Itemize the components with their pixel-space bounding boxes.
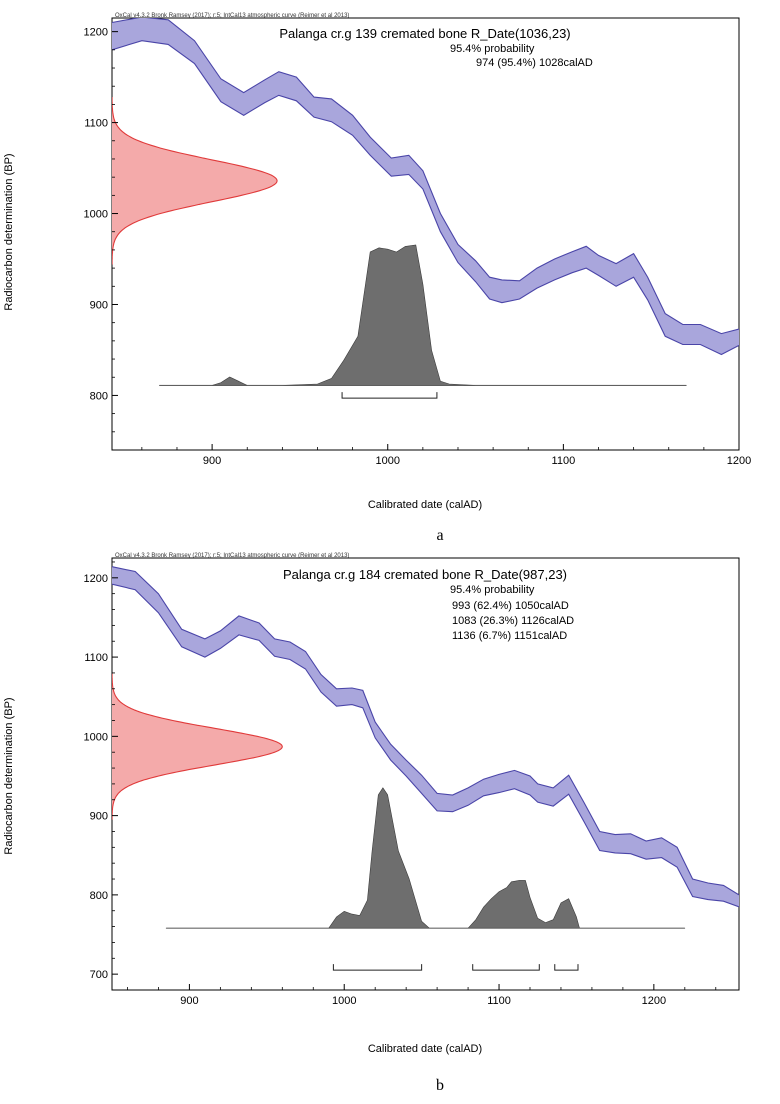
- x-tick-label-b-1000: 1000: [332, 995, 356, 1007]
- y-tick-label-a-1200: 1200: [84, 27, 108, 39]
- panel-b-title: Palanga cr.g 184 cremated bone R_Date(98…: [283, 567, 567, 582]
- panel-b-range-text-2: 1083 (26.3%) 1126calAD: [452, 615, 574, 627]
- y-tick-label-b-1200: 1200: [84, 573, 108, 585]
- panel-b-calibration-curve: [112, 566, 739, 908]
- panel-b-range-brackets: [332, 964, 579, 971]
- calibration-curve-lower-edge-a: [112, 40, 739, 356]
- panel-b-header: OxCal v4.3.2 Bronk Ramsey (2017); r:5; I…: [115, 553, 349, 559]
- panel-b-letter: b: [436, 1077, 444, 1094]
- y-tick-label-a-1100: 1100: [84, 118, 108, 130]
- panel-b-prior-distribution: [112, 673, 283, 820]
- calibration-curve-lower-edge-b: [112, 583, 739, 908]
- calibration-curve-upper-edge-b: [112, 566, 739, 896]
- y-tick-label-a-800: 800: [90, 390, 108, 402]
- range-bracket-b-2: [472, 964, 540, 971]
- y-tick-label-b-700: 700: [90, 969, 108, 981]
- panel-a: OxCal v4.3.2 Bronk Ramsey (2017); r:5; I…: [3, 13, 751, 544]
- x-tick-label-b-900: 900: [180, 995, 198, 1007]
- panel-a-letter: a: [436, 527, 443, 544]
- y-tick-label-b-1100: 1100: [84, 652, 108, 664]
- prior-distribution-fill-b: [112, 673, 283, 820]
- panel-a-calibration-curve: [112, 18, 739, 356]
- panel-a-title: Palanga cr.g 139 cremated bone R_Date(10…: [279, 26, 570, 41]
- y-tick-label-b-1000: 1000: [84, 731, 108, 743]
- y-tick-label-b-800: 800: [90, 890, 108, 902]
- panel-a-header: OxCal v4.3.2 Bronk Ramsey (2017); r:5; I…: [115, 13, 349, 19]
- panel-b-x-axis-label: Calibrated date (calAD): [368, 1043, 482, 1055]
- panel-b-range-text-3: 1136 (6.7%) 1151calAD: [452, 630, 567, 642]
- y-tick-label-b-900: 900: [90, 811, 108, 823]
- panel-b-range-text-1: 993 (62.4%) 1050calAD: [452, 600, 569, 612]
- panel-a-range-text: 974 (95.4%) 1028calAD: [476, 57, 593, 69]
- x-tick-label-a-1200: 1200: [727, 455, 751, 467]
- panel-a-prior-distribution: [112, 97, 278, 265]
- posterior-distribution-fill-a: [159, 244, 687, 386]
- x-tick-label-b-1200: 1200: [642, 995, 666, 1007]
- panel-a-probability-label: 95.4% probability: [450, 43, 535, 55]
- panel-b-axes: 900 1000 1100 1200 700 800 900 1000 1100 1200: [84, 561, 717, 1007]
- panel-a-x-axis-label: Calibrated date (calAD): [368, 499, 482, 511]
- calibration-curve-band-a: [112, 18, 739, 355]
- x-tick-label-a-900: 900: [203, 455, 221, 467]
- prior-distribution-edge-a: [112, 97, 278, 265]
- x-tick-label-b-1100: 1100: [487, 995, 511, 1007]
- panel-b: OxCal v4.3.2 Bronk Ramsey (2017); r:5; I…: [3, 553, 740, 1094]
- y-tick-label-a-900: 900: [90, 299, 108, 311]
- range-bracket-b-1: [332, 964, 423, 971]
- panel-a-y-axis-label: Radiocarbon determination (BP): [3, 153, 15, 310]
- x-tick-label-a-1100: 1100: [552, 455, 576, 467]
- panel-b-probability-label: 95.4% probability: [450, 584, 535, 596]
- posterior-distribution-fill-b: [165, 787, 686, 929]
- calibration-curve-upper-edge-a: [112, 18, 739, 335]
- y-tick-label-a-1000: 1000: [84, 209, 108, 221]
- panel-a-axes: 900 1000 1100 1200 800 900 1000 1100 1200: [84, 27, 752, 467]
- prior-distribution-edge-b: [112, 673, 283, 820]
- range-bracket-a-1: [341, 392, 438, 399]
- panel-a-range-brackets: [341, 392, 438, 399]
- range-bracket-b-3: [554, 964, 579, 971]
- panel-b-y-axis-label: Radiocarbon determination (BP): [3, 697, 15, 854]
- panel-b-posterior-distribution: [165, 787, 686, 929]
- x-tick-label-a-1000: 1000: [375, 455, 399, 467]
- prior-distribution-fill-a: [112, 97, 278, 265]
- panel-a-posterior-distribution: [159, 244, 687, 386]
